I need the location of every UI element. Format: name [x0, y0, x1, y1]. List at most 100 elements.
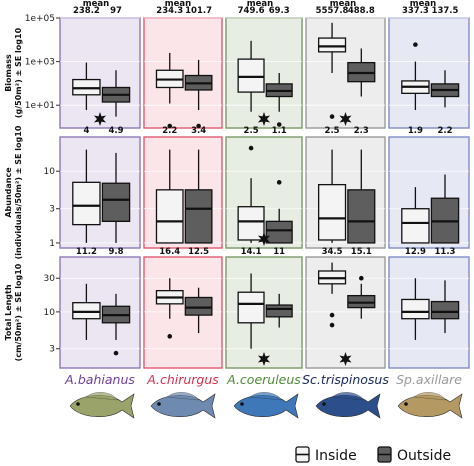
box-iqr — [72, 302, 101, 320]
fish-dorsal-fin — [249, 392, 283, 401]
box-inside — [401, 278, 430, 340]
box-inside — [401, 42, 430, 111]
legend-label-outside: Outside — [397, 448, 451, 464]
y-tick-label: 10 — [44, 167, 56, 177]
stat-inside: 4 — [83, 126, 89, 136]
y-tick-label: 10 — [44, 308, 56, 318]
outlier-point — [248, 145, 254, 151]
outlier-point — [167, 123, 173, 129]
mean-header: mean — [165, 0, 191, 9]
box-outside — [101, 293, 131, 356]
stat-outside: 12.5 — [188, 247, 209, 257]
fish-illustration — [150, 392, 216, 419]
box-outside — [184, 149, 213, 244]
y-tick-label: 1 — [49, 239, 55, 249]
box-iqr — [265, 220, 293, 244]
box-outside — [184, 59, 213, 129]
box-iqr — [265, 304, 293, 318]
box-outside — [101, 70, 131, 117]
fish-illustration — [233, 392, 299, 419]
box-inside — [155, 278, 184, 339]
stat-inside: 238.2 — [73, 6, 100, 16]
box-iqr — [237, 58, 265, 93]
stat-inside: 16.4 — [159, 247, 180, 257]
stat-outside: 137.5 — [432, 6, 459, 16]
y-axis-subtitle: (individuals/50m²) ± SE log10 — [14, 125, 23, 259]
mean-header: mean — [83, 0, 109, 9]
box-iqr — [317, 183, 347, 241]
stat-inside: 1.9 — [408, 126, 423, 136]
box-outside — [430, 280, 460, 334]
outlier-point — [413, 42, 418, 47]
box-outside — [347, 48, 376, 97]
stat-inside: 5557.8 — [316, 6, 349, 16]
y-tick-label: 3 — [49, 345, 55, 355]
fish-illustration — [397, 392, 463, 419]
stat-outside: 11 — [273, 247, 285, 257]
fish-dorsal-fin — [331, 392, 365, 401]
stat-outside: 2.3 — [354, 126, 369, 136]
stat-inside: 12.9 — [405, 247, 426, 257]
stat-inside: 2.2 — [162, 126, 177, 136]
stat-outside: 69.3 — [269, 6, 290, 16]
box-inside — [317, 262, 347, 328]
mean-header: mean — [410, 0, 436, 9]
box-iqr — [72, 181, 101, 226]
fish-illustration — [69, 392, 135, 419]
fish-illustration — [315, 392, 381, 419]
box-outside — [101, 152, 131, 243]
box-iqr — [237, 291, 265, 324]
box-iqr — [155, 189, 184, 244]
species-label: A.chirurgus — [146, 372, 219, 387]
box-iqr — [347, 189, 376, 244]
fish-eye — [404, 402, 408, 406]
stat-outside: 9.8 — [108, 247, 123, 257]
significance-star — [257, 112, 271, 126]
y-tick-label: 30 — [44, 274, 56, 284]
box-inside — [401, 187, 430, 244]
box-iqr — [184, 296, 213, 316]
species-label: A.bahianus — [64, 372, 135, 387]
y-tick-label: 3 — [49, 205, 55, 215]
y-axis-title: Abundance — [4, 167, 13, 218]
y-axis-title: Total Length — [4, 284, 13, 340]
box-iqr — [401, 208, 430, 244]
stat-outside: 101.7 — [185, 6, 212, 16]
significance-star — [339, 112, 352, 126]
fish-eye — [157, 402, 161, 406]
fish-eye — [322, 402, 326, 406]
box-inside — [72, 62, 101, 111]
y-axis-subtitle: (cm/50m²) ± SE log10 — [14, 263, 23, 361]
box-outside — [347, 275, 376, 319]
box-outside — [430, 70, 460, 108]
stat-inside: 234.3 — [156, 6, 183, 16]
stat-outside: 11.3 — [435, 247, 456, 257]
stat-outside: 15.1 — [351, 247, 372, 257]
box-iqr — [184, 189, 213, 244]
outlier-point — [113, 350, 119, 356]
outlier-point — [329, 114, 335, 119]
species-label: A.coeruleus — [226, 372, 301, 387]
outlier-point — [167, 334, 173, 339]
fish-eye — [240, 402, 244, 406]
mean-header: mean — [247, 0, 273, 9]
box-iqr — [317, 37, 347, 53]
y-axis-subtitle: (g/50m²) ± SE log10 — [14, 27, 23, 118]
box-inside — [317, 22, 347, 119]
significance-star — [257, 352, 271, 366]
fish-eye — [76, 402, 80, 406]
species-label: Sp.axillare — [396, 372, 462, 387]
box-iqr — [101, 182, 131, 222]
stat-outside: 3.4 — [191, 126, 206, 136]
y-tick-label: 1e+01 — [25, 101, 55, 111]
box-inside — [155, 149, 184, 244]
outlier-point — [329, 312, 335, 318]
stat-inside: 749.6 — [238, 6, 265, 16]
box-inside — [72, 149, 101, 243]
species-label: Sc.trispinosus — [302, 372, 389, 387]
stat-inside: 2.5 — [325, 126, 340, 136]
stat-outside: 488.8 — [348, 6, 375, 16]
box-inside — [317, 149, 347, 243]
legend: Inside Outside — [295, 446, 451, 464]
